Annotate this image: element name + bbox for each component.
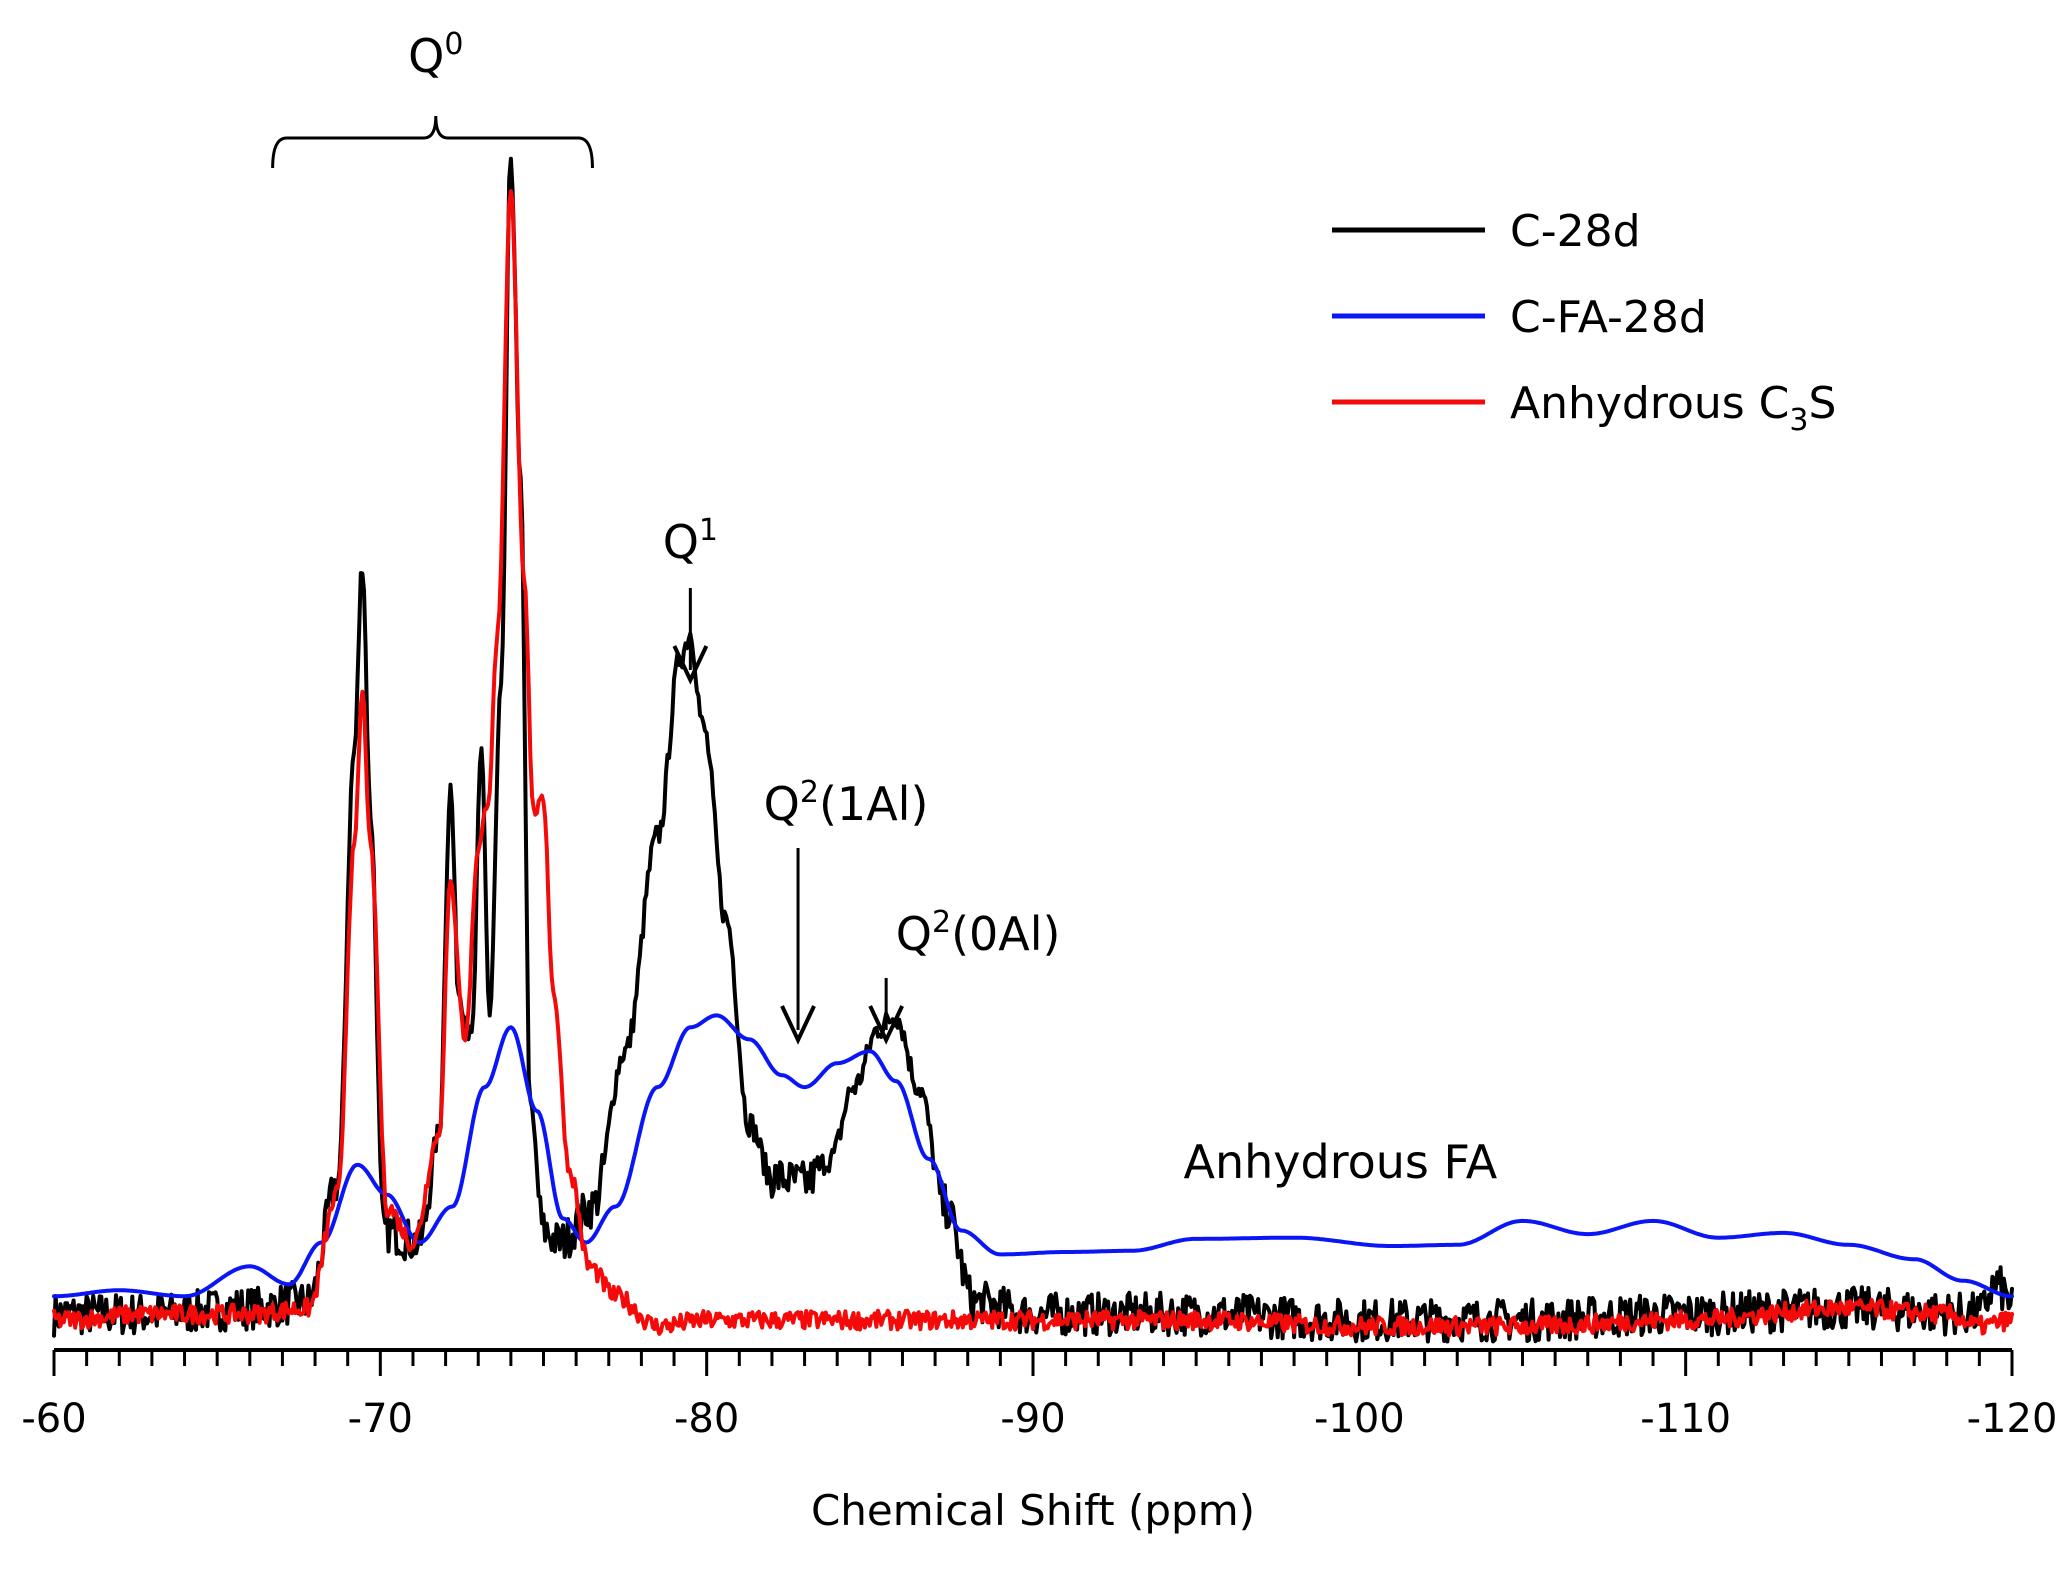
- legend-label-anhydrous-c3s: Anhydrous C3S: [1510, 378, 1836, 438]
- arrow-head: [672, 645, 709, 685]
- x-axis-title: Chemical Shift (ppm): [811, 1486, 1255, 1535]
- legend-label-c-fa-28d: C-FA-28d: [1510, 292, 1707, 343]
- legend: C-28d C-FA-28d Anhydrous C3S: [1332, 206, 1836, 438]
- annotation-q2-0al-sup: 2: [932, 905, 951, 940]
- arrow-head: [868, 1005, 904, 1045]
- annotation-q1-arrow: [672, 588, 709, 685]
- annotation-q0: Q0: [408, 27, 463, 83]
- legend-label-anhydrous-c3s-base: Anhydrous C: [1510, 378, 1789, 429]
- x-tick-label: -100: [1314, 1396, 1405, 1442]
- annotation-anhydrous-fa: Anhydrous FA: [1184, 1135, 1498, 1189]
- annotation-q2-0al-arrow: [868, 978, 904, 1045]
- annotation-q1: Q1: [663, 513, 718, 569]
- series-line-c-fa-28d: [52, 1013, 2014, 1299]
- x-tick-label: -80: [674, 1396, 739, 1442]
- arrow-head: [780, 1005, 816, 1045]
- legend-label-c-28d: C-28d: [1510, 206, 1641, 257]
- annotation-q0-sup: 0: [444, 27, 463, 62]
- series-layer: [52, 156, 2014, 1344]
- annotation-q1-base: Q: [663, 515, 699, 569]
- x-tick-label: -70: [348, 1396, 413, 1442]
- x-tick-label: -90: [1000, 1396, 1065, 1442]
- x-tick-label: -110: [1640, 1396, 1731, 1442]
- series-line-c-28d: [52, 156, 2014, 1344]
- annotation-q1-sup: 1: [699, 513, 718, 548]
- x-tick-label: -120: [1967, 1396, 2058, 1442]
- annotation-q2-0al-base: Q: [896, 907, 932, 961]
- annotation-q2-1al-suffix: (1Al): [819, 777, 928, 831]
- annotation-q2-0al: Q2(0Al): [896, 905, 1061, 961]
- annotations-layer: Q0 Q1 Q2(1Al) Q2(0Al) Anhydrous FA: [408, 27, 1498, 1189]
- legend-label-anhydrous-c3s-suffix: S: [1809, 378, 1837, 429]
- annotation-q2-1al-base: Q: [764, 777, 800, 831]
- x-tick-label: -60: [21, 1396, 86, 1442]
- q0-bracket: [271, 115, 594, 169]
- x-axis-ticks: -60 -70 -80 -90 -100 -110 -120: [21, 1350, 2057, 1442]
- annotation-q2-1al-arrow: [780, 848, 816, 1045]
- annotation-q0-base: Q: [408, 29, 444, 83]
- annotation-q2-0al-suffix: (0Al): [951, 907, 1060, 961]
- legend-label-anhydrous-c3s-sub: 3: [1789, 403, 1808, 438]
- annotation-q2-1al-sup: 2: [800, 775, 819, 810]
- series-line-anhydrous-c3s: [52, 189, 2014, 1338]
- annotation-q2-1al: Q2(1Al): [764, 775, 929, 831]
